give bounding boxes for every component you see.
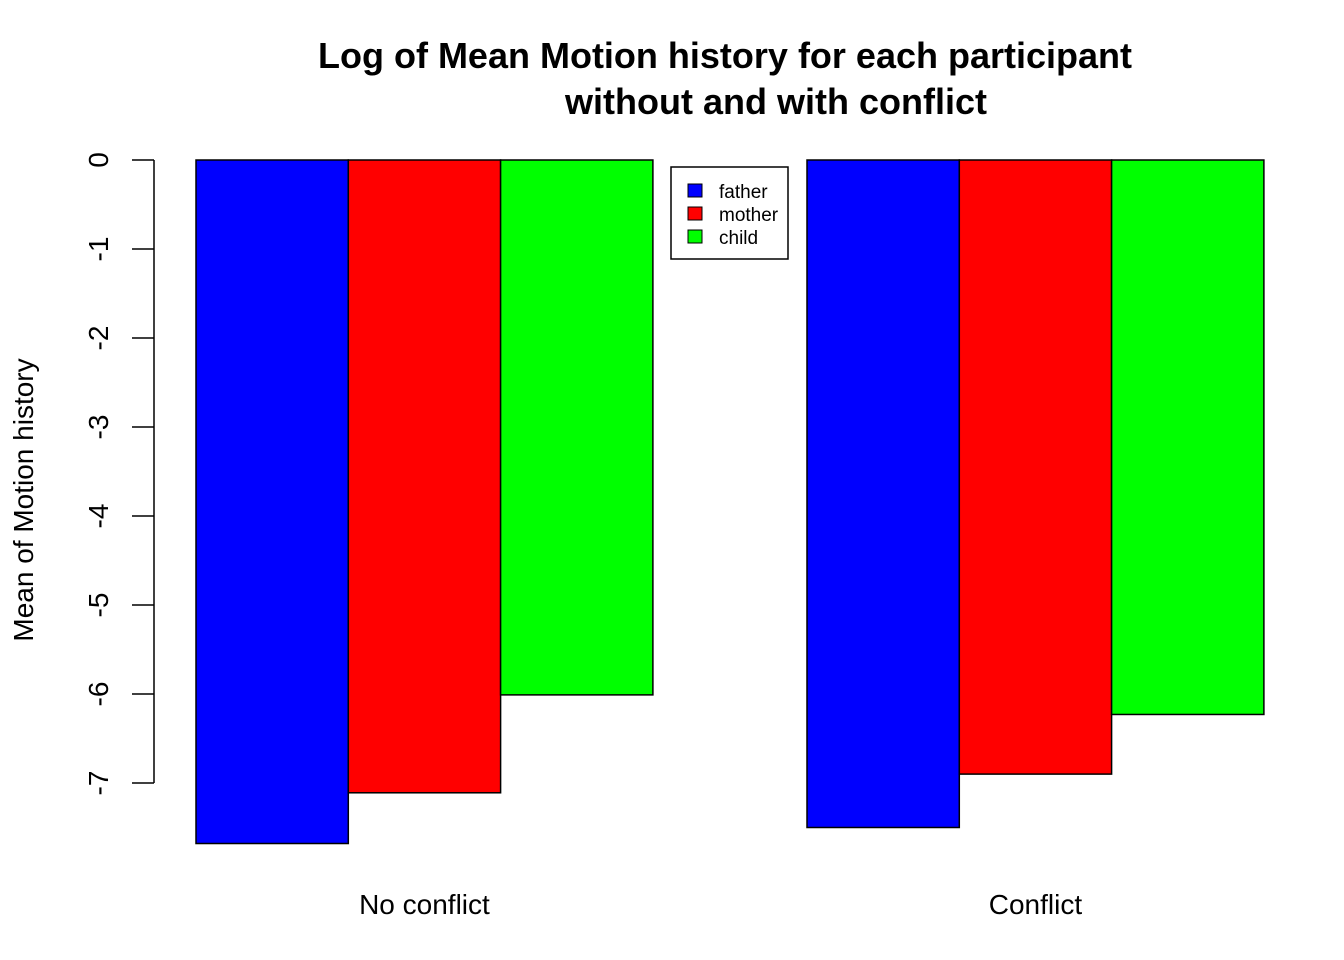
- y-tick-label: -7: [83, 771, 114, 796]
- x-axis-labels: No conflict Conflict: [359, 889, 1082, 920]
- chart-title: Log of Mean Motion history for each part…: [318, 35, 1132, 76]
- y-tick-label: -1: [83, 237, 114, 262]
- bar-father: [806, 159, 961, 829]
- bar-child: [499, 159, 654, 696]
- chart-subtitle: without and with conflict: [564, 81, 987, 122]
- bar-mother: [347, 159, 502, 794]
- bar-father: [195, 159, 350, 845]
- y-tick-label: -5: [83, 593, 114, 618]
- y-axis-label: Mean of Motion history: [8, 358, 39, 641]
- legend-label-father: father: [719, 182, 768, 203]
- x-category-label: No conflict: [359, 889, 490, 920]
- legend-label-child: child: [719, 228, 758, 249]
- x-category-label: Conflict: [989, 889, 1083, 920]
- legend-swatch-mother: [687, 206, 703, 221]
- bar-mother: [958, 159, 1113, 775]
- y-tick-label: -6: [83, 682, 114, 707]
- legend-label-mother: mother: [719, 205, 779, 226]
- y-tick-label: -3: [83, 415, 114, 440]
- bars: [195, 159, 1265, 845]
- bar-child: [1110, 159, 1265, 716]
- y-tick-label: -2: [83, 326, 114, 351]
- y-axis: 0 -1 -2 -3 -4 -5 -6 -7: [83, 152, 155, 796]
- y-tick-label: 0: [83, 152, 114, 168]
- legend-swatch-child: [687, 229, 703, 244]
- y-tick-label: -4: [83, 504, 114, 529]
- legend-swatch-father: [687, 183, 703, 198]
